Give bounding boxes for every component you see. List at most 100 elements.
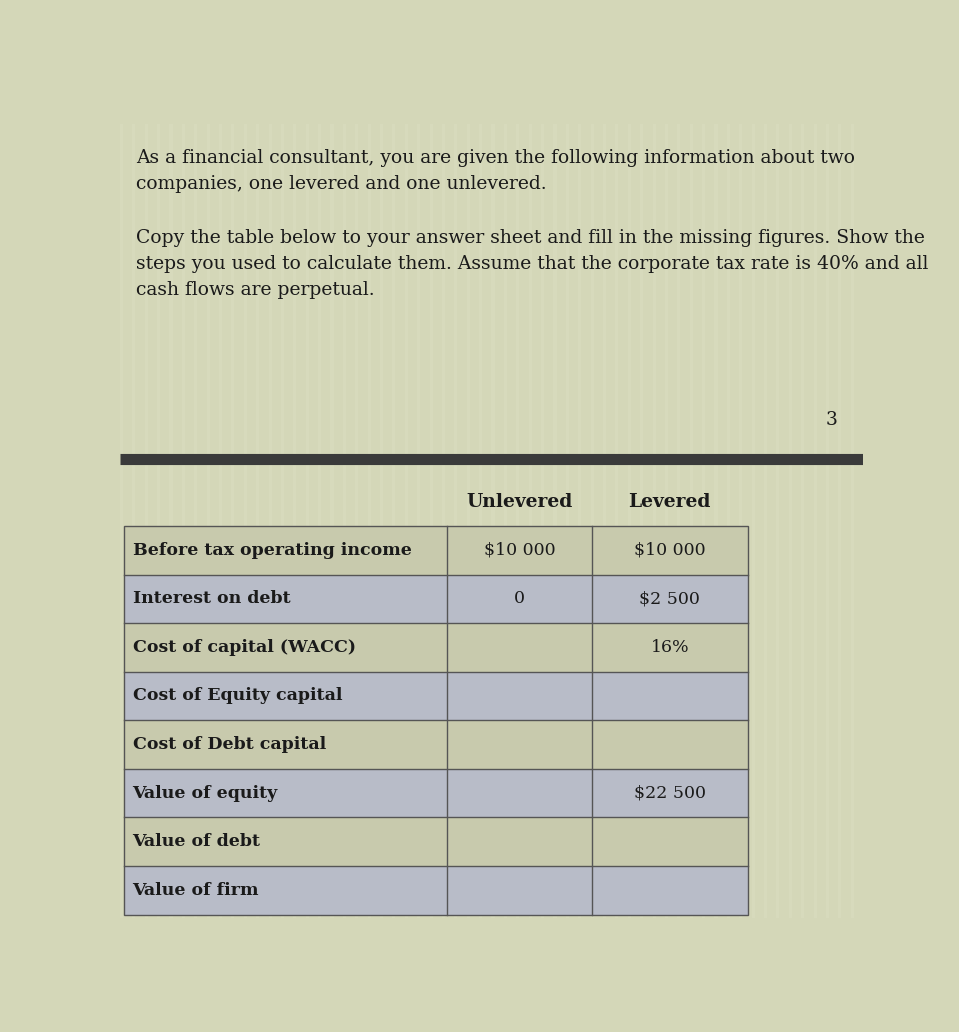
- Bar: [132, 124, 135, 918]
- Bar: [447, 720, 592, 769]
- Bar: [652, 124, 656, 918]
- Bar: [331, 124, 334, 918]
- Bar: [541, 124, 544, 918]
- Text: cash flows are perpetual.: cash flows are perpetual.: [136, 281, 375, 299]
- Bar: [447, 817, 592, 866]
- Bar: [120, 124, 123, 918]
- Bar: [592, 817, 748, 866]
- Bar: [528, 124, 531, 918]
- Bar: [592, 769, 748, 817]
- Bar: [447, 623, 592, 672]
- Text: 16%: 16%: [650, 639, 690, 656]
- Text: Unlevered: Unlevered: [466, 492, 573, 511]
- Bar: [516, 124, 520, 918]
- Text: Interest on debt: Interest on debt: [132, 590, 291, 608]
- Bar: [182, 124, 185, 918]
- Bar: [592, 720, 748, 769]
- Bar: [170, 124, 173, 918]
- Bar: [677, 124, 680, 918]
- Bar: [739, 124, 742, 918]
- Text: Value of debt: Value of debt: [132, 833, 261, 850]
- Bar: [124, 526, 748, 914]
- Bar: [455, 124, 457, 918]
- Bar: [447, 526, 592, 575]
- Bar: [714, 124, 717, 918]
- Bar: [838, 124, 841, 918]
- Bar: [231, 124, 234, 918]
- Bar: [124, 720, 447, 769]
- Bar: [124, 623, 447, 672]
- Bar: [206, 124, 210, 918]
- Bar: [447, 769, 592, 817]
- Text: Value of firm: Value of firm: [132, 881, 259, 899]
- Text: Cost of Equity capital: Cost of Equity capital: [132, 687, 342, 705]
- Bar: [157, 124, 160, 918]
- Bar: [752, 124, 755, 918]
- Bar: [355, 124, 359, 918]
- Bar: [764, 124, 767, 918]
- Bar: [727, 124, 730, 918]
- Bar: [467, 124, 470, 918]
- Bar: [826, 124, 829, 918]
- Bar: [628, 124, 631, 918]
- Text: Levered: Levered: [628, 492, 712, 511]
- Bar: [591, 124, 594, 918]
- Bar: [851, 124, 854, 918]
- Bar: [447, 866, 592, 914]
- Bar: [592, 866, 748, 914]
- Bar: [592, 526, 748, 575]
- Bar: [124, 526, 447, 575]
- Bar: [380, 124, 383, 918]
- Text: Before tax operating income: Before tax operating income: [132, 542, 411, 558]
- Bar: [367, 124, 371, 918]
- Bar: [293, 124, 296, 918]
- Bar: [405, 124, 408, 918]
- Text: $10 000: $10 000: [634, 542, 706, 558]
- Bar: [566, 124, 569, 918]
- Bar: [343, 124, 346, 918]
- Bar: [145, 124, 148, 918]
- Text: 3: 3: [825, 412, 837, 429]
- Bar: [690, 124, 692, 918]
- Bar: [269, 124, 271, 918]
- Bar: [281, 124, 284, 918]
- Bar: [592, 623, 748, 672]
- Text: Cost of capital (WACC): Cost of capital (WACC): [132, 639, 356, 656]
- Bar: [503, 124, 507, 918]
- Bar: [447, 575, 592, 623]
- Bar: [306, 124, 309, 918]
- Bar: [124, 817, 447, 866]
- Text: $2 500: $2 500: [640, 590, 700, 608]
- Text: $22 500: $22 500: [634, 784, 706, 802]
- Bar: [430, 124, 433, 918]
- Bar: [124, 769, 447, 817]
- Bar: [124, 672, 447, 720]
- Bar: [318, 124, 321, 918]
- Text: Cost of Debt capital: Cost of Debt capital: [132, 736, 326, 753]
- Text: $10 000: $10 000: [483, 542, 555, 558]
- Bar: [124, 575, 447, 623]
- Bar: [442, 124, 445, 918]
- Bar: [665, 124, 668, 918]
- Text: Value of equity: Value of equity: [132, 784, 278, 802]
- Text: Copy the table below to your answer sheet and fill in the missing figures. Show : Copy the table below to your answer shee…: [136, 229, 925, 247]
- Bar: [124, 866, 447, 914]
- Bar: [194, 124, 198, 918]
- Bar: [788, 124, 792, 918]
- Bar: [553, 124, 556, 918]
- Bar: [641, 124, 643, 918]
- Bar: [578, 124, 581, 918]
- Bar: [480, 124, 482, 918]
- Bar: [592, 672, 748, 720]
- Text: As a financial consultant, you are given the following information about two: As a financial consultant, you are given…: [136, 150, 855, 167]
- Bar: [777, 124, 780, 918]
- Text: 0: 0: [514, 590, 525, 608]
- Bar: [219, 124, 222, 918]
- Bar: [702, 124, 705, 918]
- Text: companies, one levered and one unlevered.: companies, one levered and one unlevered…: [136, 175, 547, 193]
- Bar: [244, 124, 246, 918]
- Bar: [813, 124, 817, 918]
- Bar: [447, 672, 592, 720]
- Bar: [603, 124, 606, 918]
- Bar: [616, 124, 619, 918]
